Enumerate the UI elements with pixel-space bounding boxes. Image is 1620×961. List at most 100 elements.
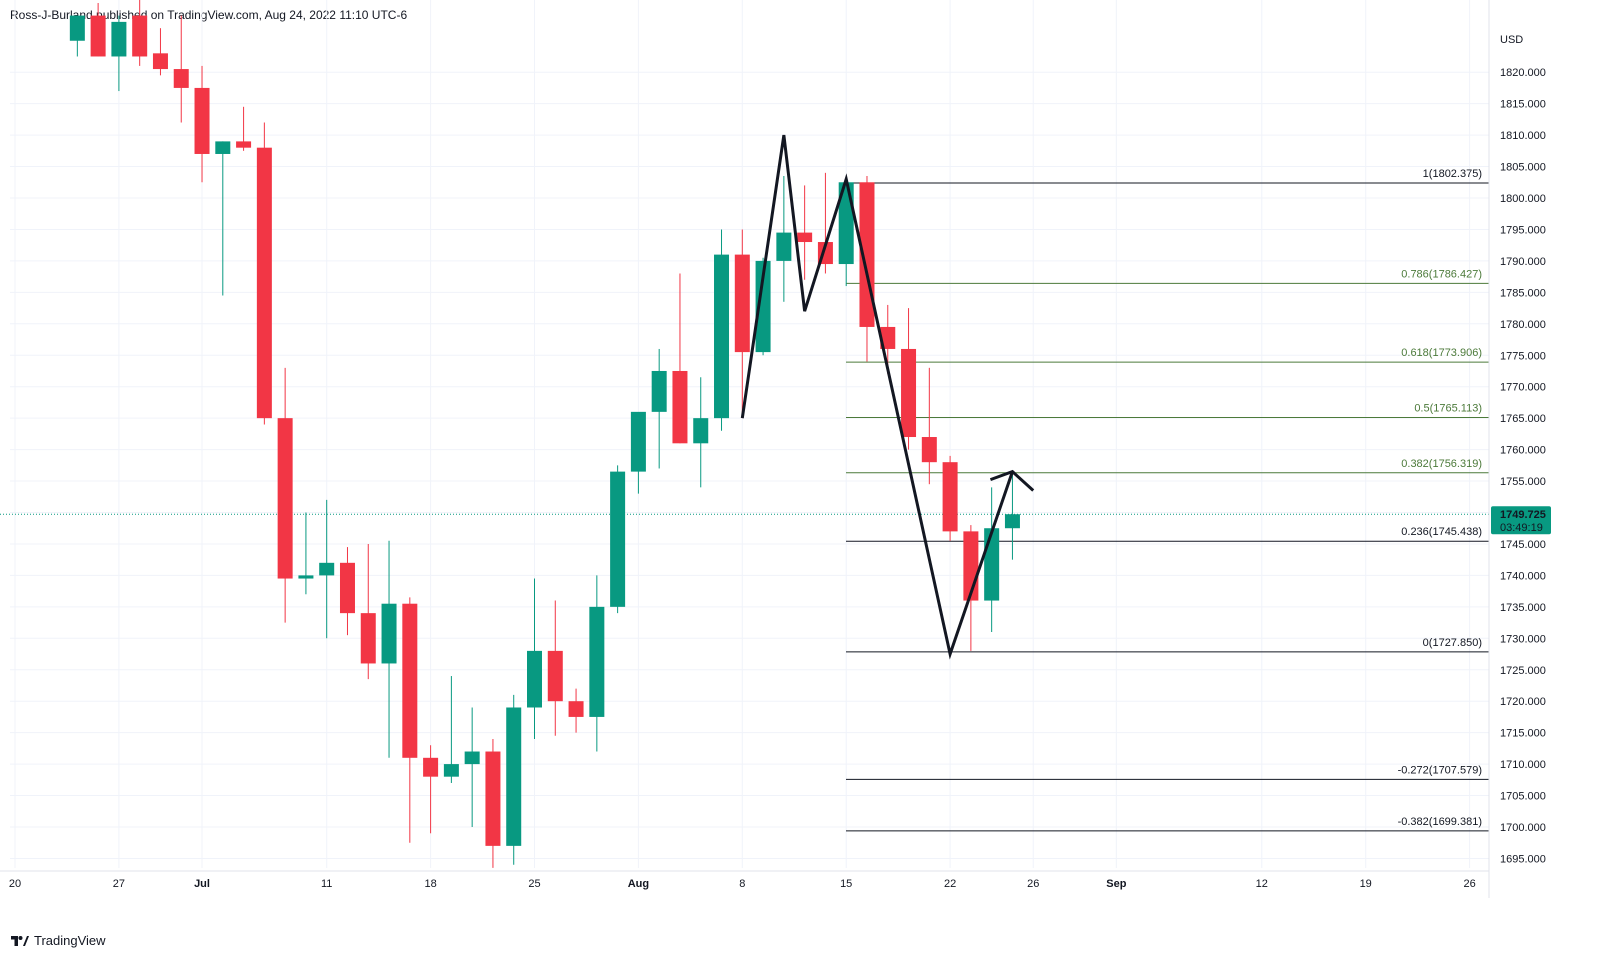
candle-body xyxy=(901,348,917,438)
price-tick-label: 1725.000 xyxy=(1500,665,1546,677)
time-tick-label: 25 xyxy=(528,878,540,890)
fib-level-label: 1(1802.375) xyxy=(1423,168,1482,180)
candle-body xyxy=(69,15,85,41)
price-tick-label: 1795.000 xyxy=(1500,224,1546,236)
candle-body xyxy=(485,751,501,846)
price-tick-label: 1720.000 xyxy=(1500,696,1546,708)
price-tick-label: 1810.000 xyxy=(1500,130,1546,142)
pattern-drawing xyxy=(740,134,1035,660)
price-tick-label: 1785.000 xyxy=(1500,287,1546,299)
time-tick-label: Jul xyxy=(194,878,210,890)
fib-level-label: 0(1727.850) xyxy=(1423,637,1482,649)
time-axis: 20 27 Jul 11 18 25 Aug 8 15 22 26 Sep 12 19 26 xyxy=(0,870,1489,890)
price-axis: USD 1820.000 1815.000 1810.000 1805.000 1800… xyxy=(1488,0,1546,898)
time-tick-label: Sep xyxy=(1106,878,1126,890)
fib-level-label: 0.618(1773.906) xyxy=(1401,347,1482,359)
price-tick-label: 1765.000 xyxy=(1500,413,1546,425)
publisher-header: Ross-J-Burland published on TradingView.… xyxy=(10,8,408,22)
price-tick-label: 1815.000 xyxy=(1500,99,1546,111)
price-tick-label: 1755.000 xyxy=(1500,476,1546,488)
candle-body xyxy=(651,370,667,412)
chart-grid xyxy=(0,0,1489,868)
candle-body xyxy=(236,141,252,148)
last-price-label: 1749.725 xyxy=(1500,509,1546,521)
candle-body xyxy=(610,471,626,607)
time-tick-label: 12 xyxy=(1256,878,1268,890)
price-tick-label: 1745.000 xyxy=(1500,539,1546,551)
time-tick-label: 26 xyxy=(1463,878,1475,890)
candle-body xyxy=(527,650,542,708)
tradingview-logo-icon xyxy=(11,935,29,946)
price-tick-label: 1710.000 xyxy=(1500,759,1546,771)
candle-body xyxy=(152,53,168,70)
candle-body xyxy=(464,751,480,765)
price-tick-label: 1700.000 xyxy=(1500,822,1546,834)
candle-body xyxy=(672,370,688,444)
candle-body xyxy=(381,603,397,664)
fib-level-label: 0.236(1745.438) xyxy=(1401,526,1482,538)
candle-body xyxy=(776,232,792,261)
price-tick-label: 1770.000 xyxy=(1500,382,1546,394)
arrowhead xyxy=(989,469,1035,492)
price-tick-label: 1760.000 xyxy=(1500,445,1546,457)
candle-body xyxy=(423,757,439,777)
candle-body xyxy=(568,701,584,717)
price-tick-label: 1820.000 xyxy=(1500,67,1546,79)
time-tick-label: 18 xyxy=(424,878,436,890)
price-tick-label: 1800.000 xyxy=(1500,193,1546,205)
fib-level-label: -0.272(1707.579) xyxy=(1398,764,1482,776)
candle-body xyxy=(755,260,771,353)
time-tick-label: 26 xyxy=(1027,878,1039,890)
price-tick-label: 1790.000 xyxy=(1500,256,1546,268)
candle-body xyxy=(111,21,127,57)
candle-body xyxy=(942,462,958,532)
last-price-box xyxy=(1491,506,1551,535)
candle-body xyxy=(402,603,418,758)
candle-body xyxy=(589,606,605,717)
price-tick-label: 1775.000 xyxy=(1500,350,1546,362)
fib-level-label: 0.5(1765.113) xyxy=(1414,402,1482,414)
bar-countdown-label: 03:49:19 xyxy=(1500,522,1543,534)
time-tick-label: 15 xyxy=(840,878,852,890)
pattern-line xyxy=(740,134,1014,660)
candle-body xyxy=(506,707,522,846)
candle-body xyxy=(90,15,106,57)
price-tick-label: 1780.000 xyxy=(1500,319,1546,331)
tradingview-brand-text: TradingView xyxy=(34,933,106,948)
time-tick-label: 22 xyxy=(944,878,956,890)
candle-body xyxy=(1004,514,1020,529)
candle-body xyxy=(547,650,563,702)
candle-body xyxy=(921,437,937,463)
candle-body xyxy=(797,232,813,243)
candle-body xyxy=(339,562,355,614)
candle-body xyxy=(443,764,459,777)
price-tick-label: 1705.000 xyxy=(1500,791,1546,803)
last-price-marker: 1749.725 03:49:19 xyxy=(1491,506,1551,535)
price-tick-label: 1695.000 xyxy=(1500,853,1546,865)
fib-level-label: 0.382(1756.319) xyxy=(1401,458,1482,470)
candle-body xyxy=(132,15,148,57)
tradingview-footer[interactable]: TradingView xyxy=(10,933,106,948)
candle-body xyxy=(256,147,272,419)
candle-body xyxy=(298,575,314,579)
fibonacci-retracement: 1(1802.375) 0.786(1786.427) 0.618(1773.906… xyxy=(846,168,1489,832)
candle-body xyxy=(215,141,231,154)
time-tick-label: 11 xyxy=(321,878,332,890)
time-tick-label: 20 xyxy=(9,878,21,890)
price-tick-label: 1730.000 xyxy=(1500,633,1546,645)
candlestick-series xyxy=(69,0,1020,868)
candle-body xyxy=(173,69,189,88)
price-tick-label: 1715.000 xyxy=(1500,728,1546,740)
price-tick-label: 1805.000 xyxy=(1500,162,1546,174)
candle-body xyxy=(277,418,293,579)
candle-body xyxy=(880,326,896,349)
time-tick-label: Aug xyxy=(628,878,649,890)
time-tick-label: 27 xyxy=(113,878,125,890)
candle-body xyxy=(693,418,709,444)
time-tick-label: 19 xyxy=(1360,878,1372,890)
fib-level-label: 0.786(1786.427) xyxy=(1401,268,1482,280)
fib-level-label: -0.382(1699.381) xyxy=(1398,816,1482,828)
candle-body xyxy=(319,562,335,576)
candle-body xyxy=(630,411,646,472)
